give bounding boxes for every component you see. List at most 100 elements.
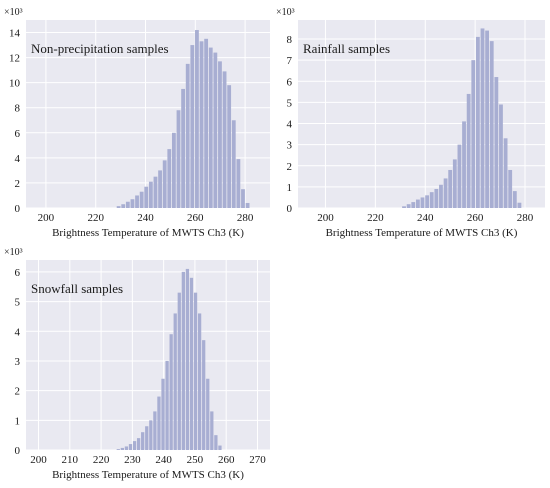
histogram-bar (195, 30, 199, 208)
y-tick-label: 6 (15, 128, 21, 140)
panel-title: Non-precipitation samples (31, 41, 169, 56)
histogram-bar (466, 93, 471, 208)
histogram-bar (139, 191, 144, 208)
histogram-bar (162, 160, 167, 208)
x-tick-label: 280 (237, 212, 254, 224)
histogram-bar (153, 176, 158, 208)
histogram-bar (218, 445, 222, 450)
histogram-bar (218, 61, 222, 208)
panel-3: 200 210 220 230 240 250 260 270 0 1 2 3 4 5 6 ×10³ Snowf… (4, 247, 270, 481)
y-tick-label: 3 (287, 140, 293, 152)
histogram-bar (120, 447, 124, 450)
histogram-bar (148, 181, 153, 208)
x-axis-label: Brightness Temperature of MWTS Ch3 (K) (52, 469, 244, 481)
histogram-bar (210, 411, 214, 450)
histogram-bar (443, 178, 448, 208)
histogram-bar (222, 71, 227, 209)
x-tick-label: 210 (62, 454, 79, 466)
x-tick-label: 200 (317, 212, 334, 224)
x-tick-label: 200 (38, 212, 55, 224)
histogram-bar (176, 110, 181, 208)
y-tick-label: 10 (9, 78, 21, 90)
panel-title: Snowfall samples (31, 281, 123, 296)
histogram-bar (452, 159, 457, 208)
histogram-bar (171, 132, 176, 208)
histogram-bar (231, 120, 236, 208)
y-tick-label: 1 (287, 182, 293, 194)
y-tick-label: 5 (287, 97, 293, 109)
histogram-bar (189, 277, 194, 450)
y-tick-label: 0 (15, 445, 21, 457)
panel-title: Rainfall samples (303, 41, 390, 56)
histogram-bar (517, 202, 522, 208)
x-tick-label: 260 (187, 212, 204, 224)
y-tick-label: 4 (287, 119, 293, 131)
panel-1: 200 220 240 260 280 0 2 4 6 8 10 12 14 ×10³ Non-precip… (4, 7, 270, 239)
histogram-bar (508, 169, 513, 208)
x-tick-label: 220 (93, 454, 110, 466)
histogram-bar (494, 77, 499, 208)
y-tick-label: 1 (15, 415, 21, 427)
histogram-bar (185, 268, 190, 450)
y-tick-label: 5 (15, 297, 21, 309)
histogram-bar (208, 47, 213, 208)
histogram-bar (149, 420, 153, 450)
y-tick-label: 4 (15, 153, 21, 165)
histogram-bar (227, 85, 232, 208)
histogram-bar (167, 149, 172, 208)
y-tick-label: 6 (15, 267, 21, 279)
y-tick-label: 4 (15, 326, 21, 338)
panel-2: 200 220 240 260 280 0 1 2 3 4 5 6 7 8 ×10³ Rainfall sam… (276, 7, 545, 239)
y-tick-label: 12 (9, 53, 20, 65)
histogram-bar (241, 189, 245, 208)
histogram-bar (480, 28, 485, 209)
y-multiplier-label: ×10³ (276, 7, 295, 18)
histogram-bar (177, 292, 181, 450)
histogram-bar (158, 170, 162, 208)
y-tick-label: 2 (15, 386, 21, 398)
histogram-bar (128, 444, 133, 450)
y-tick-label: 14 (9, 28, 21, 40)
histogram-bar (439, 184, 443, 208)
y-tick-label: 7 (287, 55, 293, 67)
x-tick-label: 240 (137, 212, 154, 224)
histogram-bar (457, 144, 462, 208)
histogram-bar (489, 41, 494, 208)
histogram-bar (161, 378, 165, 450)
histogram-bar (204, 38, 209, 208)
x-tick-label: 260 (467, 212, 484, 224)
histogram-bar (116, 449, 120, 450)
histogram-bar (420, 197, 425, 208)
x-tick-label: 220 (87, 212, 104, 224)
histogram-bar (130, 199, 135, 208)
histogram-bar (157, 396, 161, 450)
histogram-bar (425, 195, 430, 208)
histogram-bar (512, 191, 517, 208)
histogram-bar (145, 426, 149, 450)
histogram-bar (121, 204, 126, 208)
y-multiplier-label: ×10³ (4, 7, 23, 18)
histogram-bar (181, 271, 185, 450)
histogram-bar (185, 63, 190, 208)
histogram-bar (406, 204, 411, 208)
x-axis-label: Brightness Temperature of MWTS Ch3 (K) (326, 227, 518, 239)
histogram-bar (190, 45, 195, 208)
y-tick-label: 0 (15, 203, 21, 215)
histogram-bar (199, 41, 204, 208)
x-tick-label: 250 (187, 454, 204, 466)
x-tick-label: 260 (218, 454, 235, 466)
histogram-bar (245, 202, 250, 208)
histogram-bar (499, 104, 503, 208)
histogram-bar (116, 206, 121, 208)
x-tick-label: 230 (124, 454, 141, 466)
histogram-bar (206, 378, 210, 450)
histogram-bar (181, 88, 186, 208)
x-tick-label: 280 (517, 212, 534, 224)
histogram-bar (136, 438, 141, 450)
x-tick-label: 240 (155, 454, 172, 466)
histogram-bar (448, 169, 453, 208)
histogram-bar (429, 192, 434, 208)
histogram-bar (169, 334, 173, 450)
plot-area (26, 260, 270, 450)
histogram-bar (202, 340, 206, 450)
